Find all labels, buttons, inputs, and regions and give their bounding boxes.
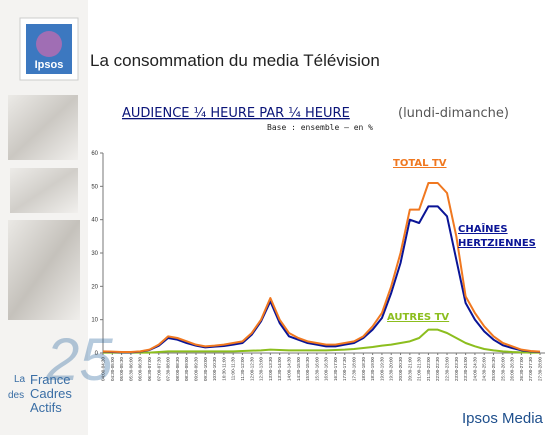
x-tick-label: 18:00-18:30 [361, 357, 366, 382]
x-tick-label: 22:00-22:30 [435, 357, 440, 382]
x-tick-label: 11:00-11:30 [231, 357, 236, 381]
sidebar-photo [8, 95, 78, 160]
x-tick-label: 08:30-09:00 [184, 357, 189, 382]
x-tick-label: 19:30-20:00 [389, 357, 394, 382]
x-tick-label: 15:00-15:30 [305, 357, 310, 382]
y-tick-label: 20 [91, 284, 98, 290]
badge-text: des [8, 390, 24, 401]
series-line [103, 328, 540, 354]
y-tick-label: 0 [95, 351, 99, 357]
x-tick-label: 16:30-17:00 [333, 357, 338, 382]
chart-title: AUDIENCE ¼ HEURE PAR ¼ HEURE [122, 106, 350, 121]
x-tick-label: 23:00-23:30 [454, 357, 459, 382]
sidebar-photo [8, 220, 80, 320]
chart-title-note: (lundi-dimanche) [398, 106, 509, 121]
x-tick-label: 05:30-06:00 [128, 357, 133, 382]
sidebar-photo [10, 168, 78, 213]
x-tick-label: 15:30-16:00 [314, 357, 319, 382]
y-tick-label: 30 [91, 251, 98, 257]
x-tick-label: 11:30-12:00 [240, 357, 245, 381]
slide-title: La consommation du media Télévision [90, 51, 380, 70]
chart-subtitle: Base : ensemble – en % [267, 123, 373, 132]
x-tick-label: 20:00-20:30 [398, 357, 403, 382]
x-tick-label: 09:00-09:30 [193, 357, 198, 382]
x-tick-label: 07:30-08:00 [166, 357, 171, 382]
badge-number: 25 [45, 326, 113, 393]
x-tick-label: 10:00-10:30 [212, 357, 217, 382]
x-tick-label: 22:30-23:00 [445, 357, 450, 382]
logo-text: Ipsos [35, 59, 64, 71]
x-tick-label: 06:00-06:30 [138, 357, 143, 382]
x-tick-label: 26:30-27:00 [519, 357, 524, 382]
logo-mark [36, 31, 62, 57]
brand: Ipsos Media [462, 410, 544, 427]
x-tick-label: 14:30-15:00 [296, 357, 301, 382]
x-tick-label: 17:30-18:00 [352, 357, 357, 382]
x-tick-label: 04:30-05:00 [110, 357, 115, 382]
x-tick-label: 05:00-05:30 [119, 357, 124, 382]
series-label: AUTRES TV [387, 312, 450, 323]
x-tick-label: 21:30-22:00 [426, 357, 431, 382]
x-tick-label: 27:30-28:00 [538, 357, 543, 382]
x-tick-label: 12:30-13:00 [259, 357, 264, 382]
x-tick-label: 16:00-16:30 [324, 357, 329, 382]
x-tick-label: 24:00-24:30 [472, 357, 477, 382]
badge-text: France [30, 372, 70, 387]
y-tick-label: 50 [91, 184, 98, 190]
x-tick-label: 08:00-08:30 [175, 357, 180, 382]
badge-text: Actifs [30, 400, 62, 415]
y-tick-label: 40 [91, 218, 98, 224]
y-tick-label: 10 [91, 318, 98, 324]
x-tick-label: 27:00-27:30 [528, 357, 533, 382]
x-tick-label: 18:30-19:00 [370, 357, 375, 382]
series-label: TOTAL TV [393, 158, 447, 169]
x-tick-label: 23:30-24:00 [463, 357, 468, 382]
y-tick-label: 60 [91, 151, 98, 157]
x-tick-label: 13:30-14:00 [277, 357, 282, 382]
series-label: CHAÎNES HERTZIENNES [458, 224, 536, 249]
x-tick-label: 14:00-14:30 [286, 357, 291, 382]
series-line [102, 182, 541, 353]
badge-text: La [14, 374, 26, 385]
x-tick-label: 25:00-25:30 [491, 357, 496, 382]
x-tick-label: 04:00-04:30 [101, 357, 106, 382]
x-tick-label: 20:30-21:00 [407, 357, 412, 382]
x-tick-label: 21:00-21:30 [417, 357, 422, 382]
x-tick-label: 06:30-07:00 [147, 357, 152, 382]
x-tick-label: 07:00-07:30 [156, 357, 161, 382]
badge-text: Cadres [30, 386, 72, 401]
x-tick-label: 10:30-11:00 [221, 357, 226, 381]
x-tick-label: 26:00-26:30 [510, 357, 515, 382]
x-tick-label: 24:30-25:00 [482, 357, 487, 382]
x-tick-label: 09:30-10:00 [203, 357, 208, 382]
x-tick-label: 19:00-19:30 [379, 357, 384, 382]
x-tick-label: 25:30-26:00 [500, 357, 505, 382]
series-line [102, 205, 541, 354]
x-tick-label: 12:00-12:30 [249, 357, 254, 382]
x-tick-label: 17:00-17:30 [342, 357, 347, 382]
x-tick-label: 13:00-13:30 [268, 357, 273, 382]
